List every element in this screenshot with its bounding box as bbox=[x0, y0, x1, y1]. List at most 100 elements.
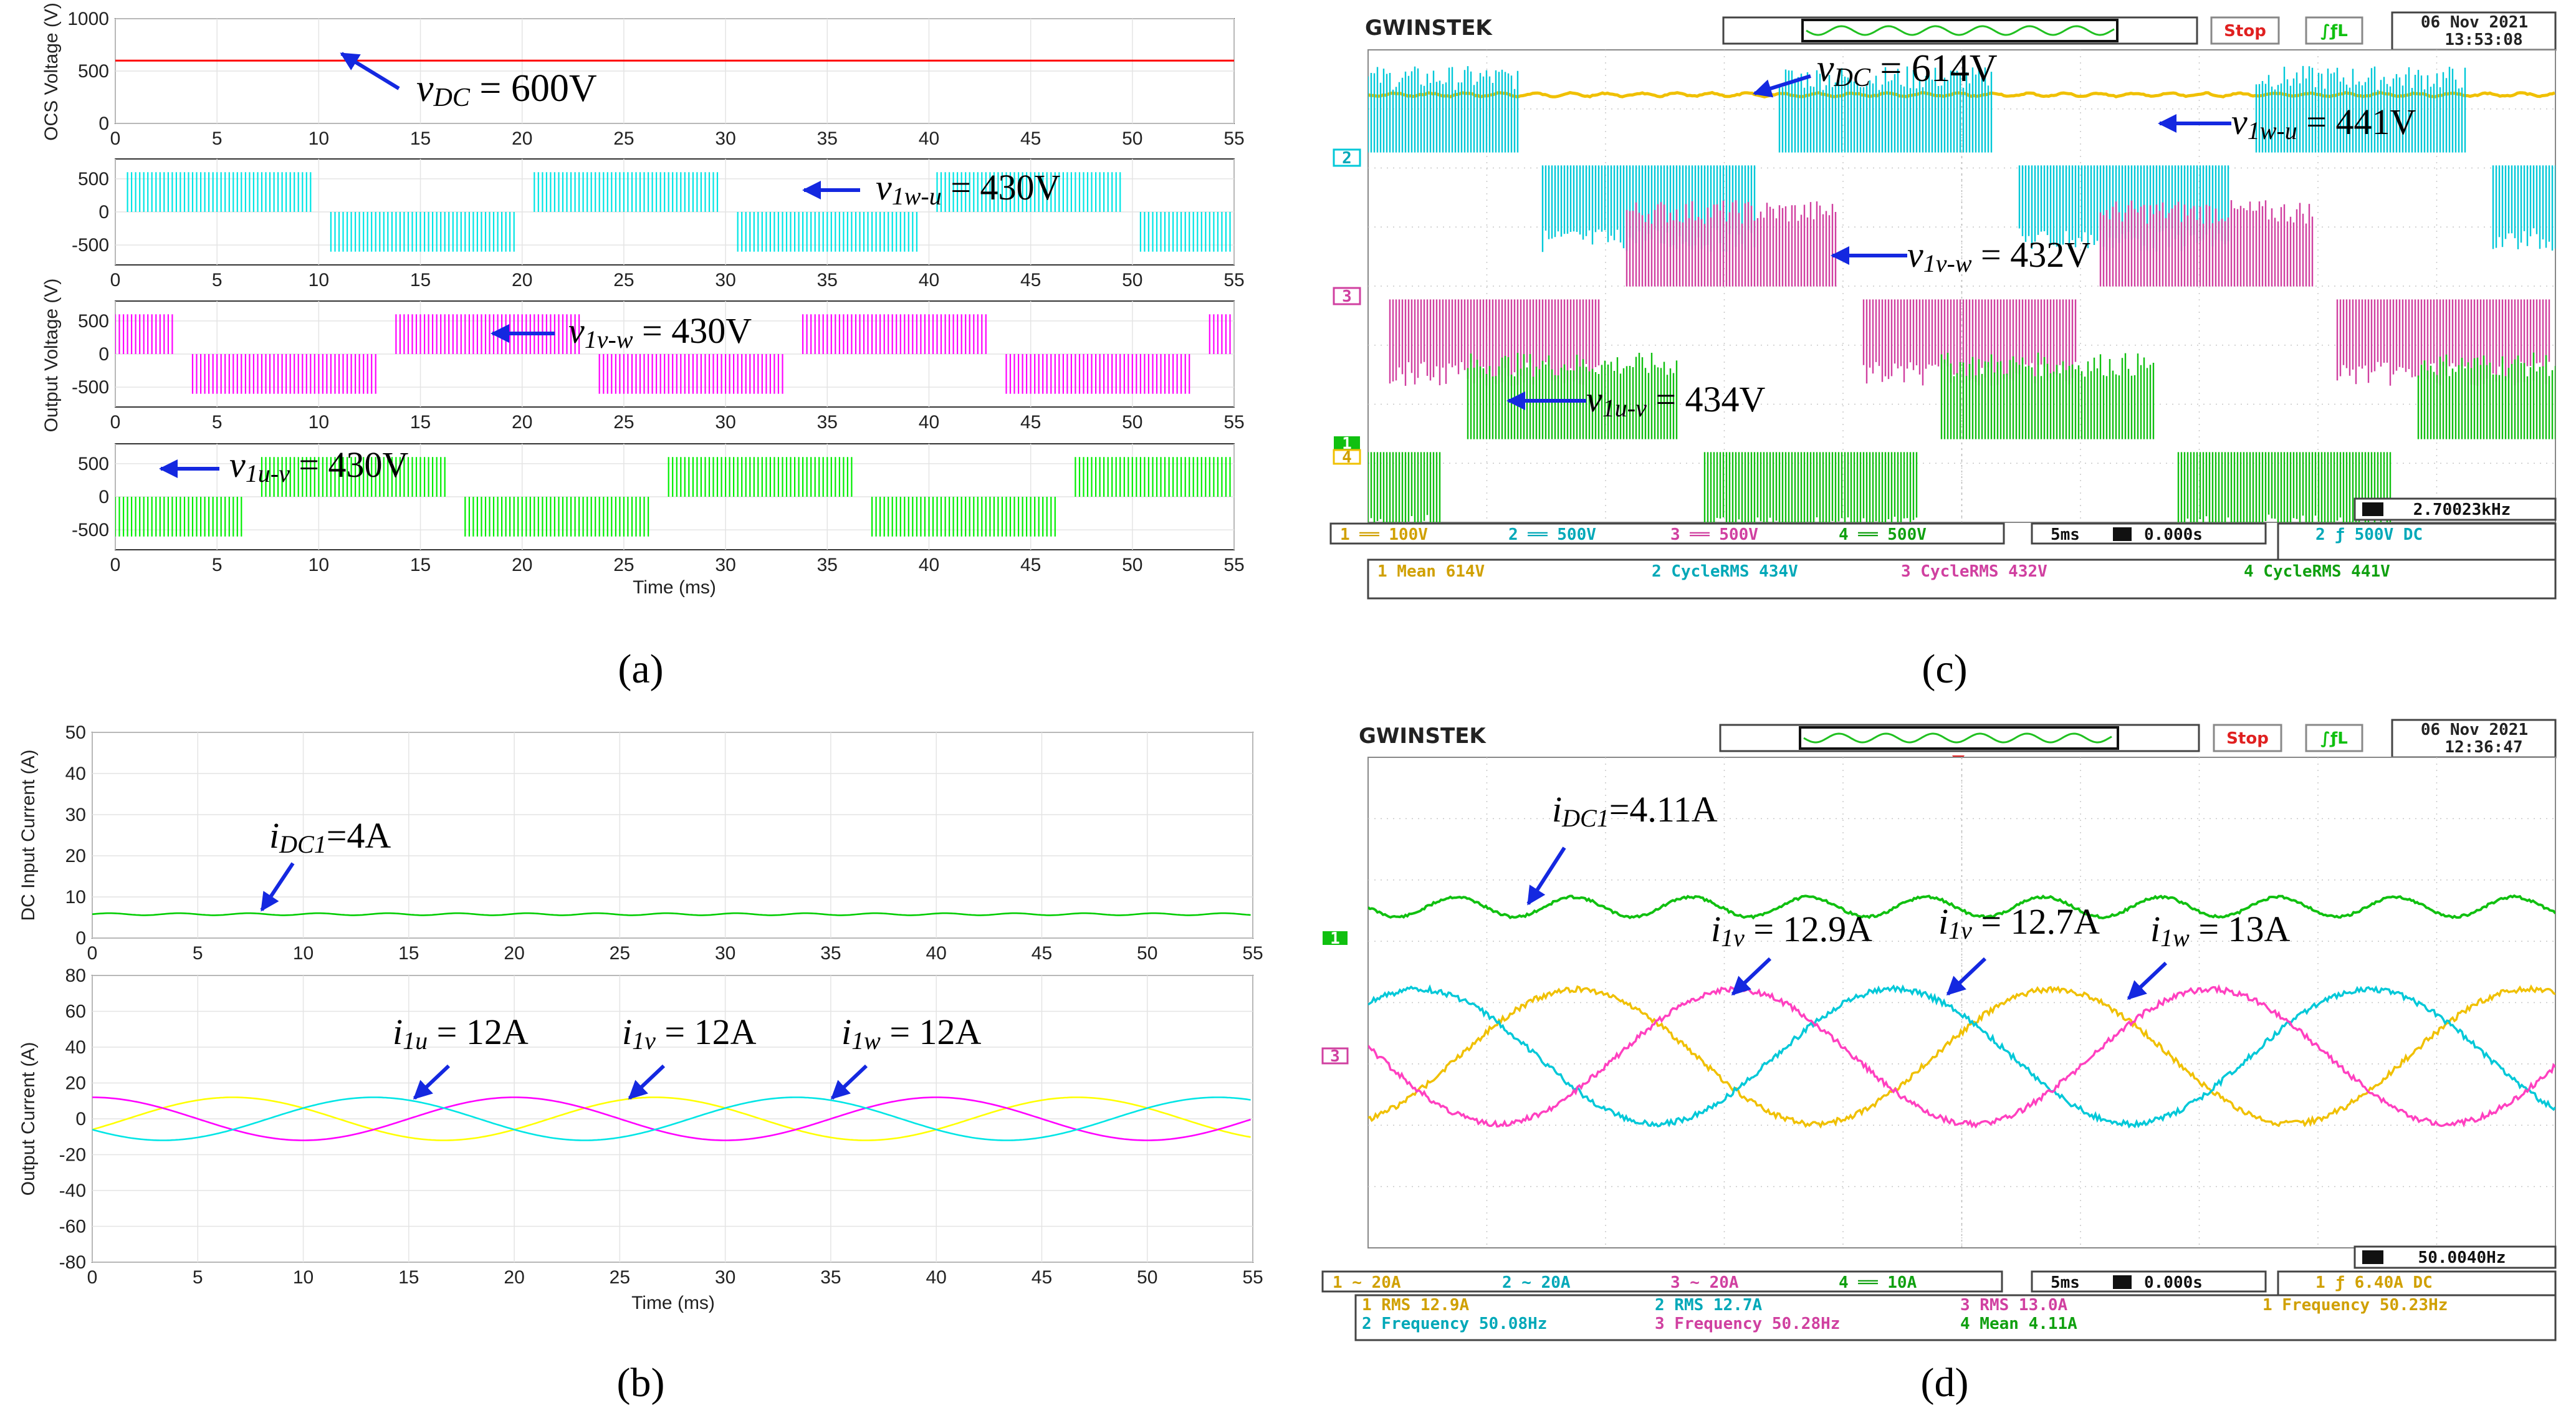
x-tick-label: 15 bbox=[410, 555, 431, 575]
y-tick-label: 30 bbox=[65, 805, 86, 825]
y-tick-label: -500 bbox=[72, 377, 109, 398]
x-tick-label: 50 bbox=[1122, 555, 1142, 575]
traces-a bbox=[115, 59, 1234, 537]
scope-c-trig-info: 2 ƒ 500V DC bbox=[2315, 525, 2423, 544]
scope-c-timebase: 5ms bbox=[2051, 525, 2080, 544]
scope-d-scale-4: 4 ══ 10A bbox=[1839, 1273, 1917, 1292]
y-tick-label: 500 bbox=[78, 454, 109, 474]
x-tick-label: 0 bbox=[110, 270, 121, 290]
scope-d-time: 12:36:47 bbox=[2444, 738, 2522, 757]
x-tick-label: 25 bbox=[613, 270, 634, 290]
arrow-d-v1 bbox=[1731, 957, 1772, 996]
ann-c-wu: v1w-u = 441V bbox=[2231, 102, 2416, 145]
scope-c-scale-bar bbox=[1329, 522, 2005, 545]
scope-d-stop: Stop bbox=[2226, 729, 2269, 748]
x-tick-label: 40 bbox=[926, 1267, 946, 1288]
scope-c-marker-4-box bbox=[1333, 449, 1361, 465]
ann-a-wu: v1w-u = 430V bbox=[876, 167, 1060, 210]
arrow-c-dc bbox=[1753, 74, 1811, 98]
gridlines-a bbox=[115, 18, 1235, 550]
y-tick-label: 0 bbox=[98, 202, 109, 223]
scope-c-measure-4: 4 CycleRMS 441V bbox=[2244, 562, 2390, 581]
axes-b0 bbox=[92, 732, 1253, 939]
y-tick-label: 40 bbox=[65, 1037, 86, 1058]
x-tick-label: 40 bbox=[919, 128, 939, 149]
arrow-d-w bbox=[2127, 961, 2168, 1000]
y-tick-label: 40 bbox=[65, 764, 86, 784]
arrow-b-iu bbox=[413, 1064, 451, 1100]
scope-c-graticule bbox=[1368, 50, 2555, 522]
x-tick-label: 45 bbox=[1020, 412, 1041, 433]
x-tick-label: 40 bbox=[919, 555, 939, 575]
x-tick-label: 45 bbox=[1020, 555, 1041, 575]
ticks-b: 0 5 10 15 20 25 30 35 40 45 50 55 0 10 20 30 40 50 0 5 10 15 2… bbox=[59, 722, 1263, 1288]
caption-b: (b) bbox=[617, 1360, 665, 1406]
scope-d-timebase: 5ms bbox=[2051, 1273, 2080, 1292]
y-tick-label: 0 bbox=[75, 1109, 86, 1129]
scope-c-datetime-box bbox=[2391, 11, 2557, 51]
x-tick-label: 15 bbox=[398, 943, 419, 964]
ann-d-dc: iDC1=4.11A bbox=[1552, 789, 1718, 832]
x-tick-label: 20 bbox=[512, 128, 532, 149]
y-tick-label: -80 bbox=[59, 1252, 86, 1273]
arrow-d-dc bbox=[1526, 846, 1566, 906]
scope-c-measure-3: 3 CycleRMS 432V bbox=[1901, 562, 2047, 581]
x-tick-label: 55 bbox=[1223, 128, 1244, 149]
y-tick-label: -500 bbox=[72, 520, 109, 540]
scope-c-marker-1-box bbox=[1334, 436, 1360, 450]
x-tick-label: 15 bbox=[410, 412, 431, 433]
arrow-a-vdc bbox=[340, 52, 400, 90]
scope-c-measure-2: 2 CycleRMS 434V bbox=[1652, 562, 1798, 581]
scope-d-scale-3: 3 ∼ 20A bbox=[1670, 1273, 1739, 1292]
x-tick-label: 10 bbox=[293, 943, 314, 964]
scope-c-stop: Stop bbox=[2224, 22, 2266, 41]
x-tick-label: 25 bbox=[613, 412, 634, 433]
scope-c-memory-window bbox=[1801, 19, 2119, 42]
x-tick-label: 15 bbox=[398, 1267, 419, 1288]
y-tick-label: 0 bbox=[98, 344, 109, 365]
x-tick-label: 5 bbox=[212, 270, 223, 290]
x-tick-label: 0 bbox=[110, 412, 121, 433]
x-tick-label: 0 bbox=[87, 943, 98, 964]
scope-c-measure-1: 1 Mean 614V bbox=[1377, 562, 1485, 581]
x-tick-label: 30 bbox=[715, 412, 735, 433]
x-tick-label: 30 bbox=[715, 270, 735, 290]
scope-c-freq-box bbox=[2353, 497, 2557, 521]
x-tick-label: 20 bbox=[504, 1267, 524, 1288]
ann-a-vw: v1v-w = 430V bbox=[568, 310, 752, 353]
scope-c-scale-3: 3 ══ 500V bbox=[1670, 525, 1758, 544]
x-tick-label: 35 bbox=[820, 943, 841, 964]
scope-c-date: 06 Nov 2021 bbox=[2421, 13, 2528, 32]
y-tick-label: 0 bbox=[98, 113, 109, 134]
x-tick-label: 45 bbox=[1020, 128, 1041, 149]
scope-d-trace-i1u bbox=[1368, 984, 2555, 1129]
scope-d-measure-6: 3 Frequency 50.28Hz bbox=[1655, 1315, 1840, 1333]
ann-b-iu: i1u = 12A bbox=[393, 1012, 529, 1055]
x-tick-label: 5 bbox=[212, 412, 223, 433]
ann-c-vw: v1v-w = 432V bbox=[1907, 234, 2090, 277]
scope-c-trigger-badge bbox=[2305, 16, 2363, 45]
y-tick-label: 0 bbox=[75, 928, 86, 949]
caption-a: (a) bbox=[618, 646, 663, 692]
scope-c-marker-2: 2 bbox=[1342, 149, 1352, 168]
subplot-traces bbox=[115, 314, 1231, 394]
ann-b-idc: iDC1=4A bbox=[269, 815, 391, 858]
scope-c-trigger-glyph: ∫ƒL bbox=[2320, 22, 2348, 41]
y-tick-label: 60 bbox=[65, 1002, 86, 1022]
scope-c-memory-wave bbox=[1806, 25, 2115, 36]
scope-c-brand: GWINSTEK bbox=[1365, 16, 1493, 41]
xlabel-a: Time (ms) bbox=[633, 577, 716, 598]
scope-d-freq-box bbox=[2353, 1245, 2557, 1269]
scope-d-trace-i1v bbox=[1368, 984, 2555, 1129]
y-tick-label: -40 bbox=[59, 1181, 86, 1201]
scope-d-scale-2: 2 ∼ 20A bbox=[1502, 1273, 1571, 1292]
scope-d-freq: 50.0040Hz bbox=[2418, 1248, 2506, 1267]
scope-d-brand: GWINSTEK bbox=[1359, 724, 1487, 749]
x-tick-label: 55 bbox=[1242, 1267, 1263, 1288]
x-tick-label: 10 bbox=[293, 1267, 314, 1288]
traces-b bbox=[92, 912, 1252, 1141]
ann-d-w: i1w = 13A bbox=[2150, 909, 2291, 952]
scope-d-scale-bar bbox=[1321, 1270, 2003, 1293]
y-tick-label: 50 bbox=[65, 722, 86, 743]
